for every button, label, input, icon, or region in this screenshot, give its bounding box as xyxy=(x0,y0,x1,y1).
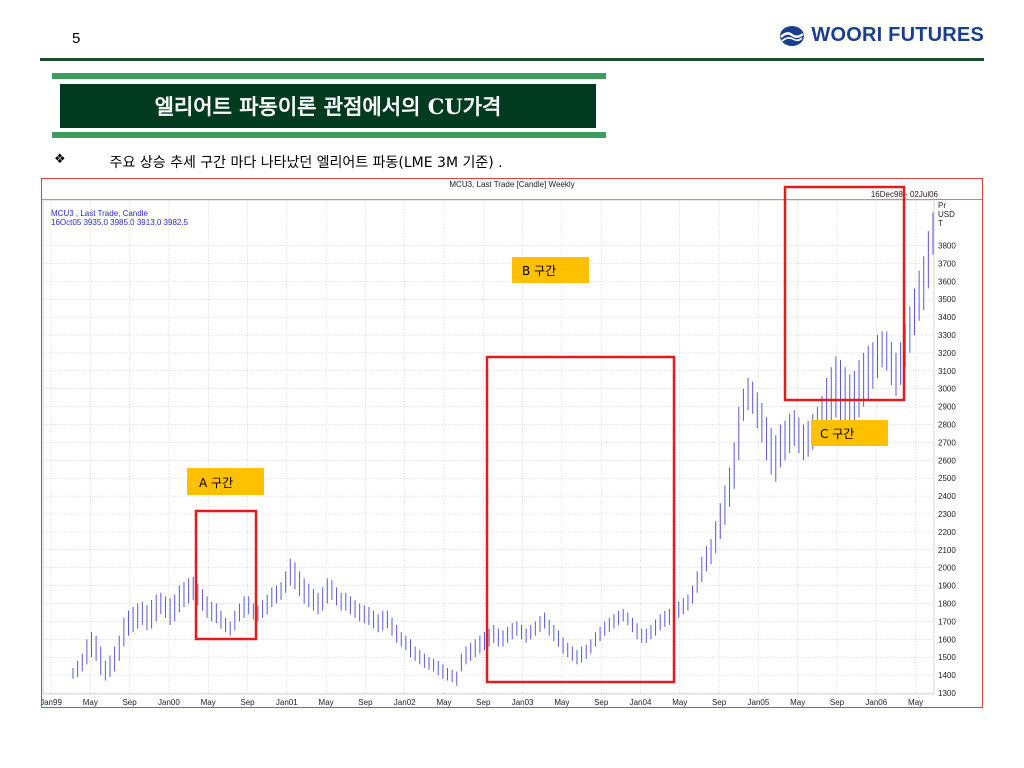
y-tick-label: 2200 xyxy=(938,528,956,537)
x-tick-label: Sep xyxy=(122,698,137,707)
highlight-box-b xyxy=(485,355,676,684)
y-tick-label: 3000 xyxy=(938,385,956,394)
y-unit-t: T xyxy=(938,219,943,228)
x-tick-label: May xyxy=(319,698,334,707)
title-band-top xyxy=(52,73,606,79)
series-legend-values: 16Oct05 3935.0 3985.0 3913.0 3982.5 xyxy=(51,218,189,227)
y-tick-label: 3700 xyxy=(938,259,956,268)
y-tick-label: 2300 xyxy=(938,510,956,519)
highlight-box-a xyxy=(194,509,258,641)
page-number: 5 xyxy=(72,30,81,47)
x-tick-label: Jan00 xyxy=(158,698,180,707)
x-tick-label: Jan99 xyxy=(41,698,62,707)
x-tick-label: Sep xyxy=(712,698,727,707)
y-tick-label: 3300 xyxy=(938,331,956,340)
x-tick-label: Jan01 xyxy=(276,698,298,707)
x-tick-label: May xyxy=(201,698,216,707)
highlight-box-c xyxy=(783,185,906,402)
x-tick-label: May xyxy=(554,698,569,707)
x-tick-label: Jan03 xyxy=(512,698,534,707)
y-tick-label: 1700 xyxy=(938,617,956,626)
y-tick-label: 2700 xyxy=(938,438,956,447)
y-tick-label: 2900 xyxy=(938,403,956,412)
chart-title: MCU3, Last Trade [Candle] Weekly xyxy=(449,180,574,189)
x-tick-label: May xyxy=(790,698,805,707)
y-tick-label: 2600 xyxy=(938,456,956,465)
bullet-line: ❖ 주요 상승 추세 구간 마다 나타났던 엘리어트 파동(LME 3M 기준)… xyxy=(54,152,503,172)
x-tick-label: May xyxy=(83,698,98,707)
y-tick-label: 1400 xyxy=(938,671,956,680)
title-band-bottom xyxy=(52,132,606,138)
label-a: A 구간 xyxy=(199,476,233,490)
y-tick-label: 1600 xyxy=(938,635,956,644)
diamond-bullet-icon: ❖ xyxy=(54,152,66,167)
x-tick-label: Sep xyxy=(240,698,255,707)
label-c-bg xyxy=(811,420,888,446)
y-tick-label: 2400 xyxy=(938,492,956,501)
y-tick-label: 3400 xyxy=(938,313,956,322)
slide-title: 엘리어트 파동이론 관점에서의 CU가격 xyxy=(60,84,596,128)
y-tick-label: 1300 xyxy=(938,689,956,698)
label-b: B 구간 xyxy=(522,264,556,278)
x-tick-label: Sep xyxy=(830,698,845,707)
x-tick-label: Sep xyxy=(594,698,609,707)
x-tick-label: May xyxy=(908,698,923,707)
x-tick-label: May xyxy=(672,698,687,707)
y-unit-usd: USD xyxy=(938,210,955,219)
y-tick-label: 2800 xyxy=(938,421,956,430)
logo-wave-icon xyxy=(780,25,805,46)
price-chart: 1300 1400 1500 1600 1700 1800 1900 2000 2100 2200… xyxy=(41,178,983,708)
y-tick-label: 1800 xyxy=(938,600,956,609)
logo-text: WOORI FUTURES xyxy=(811,24,984,46)
label-c: C 구간 xyxy=(820,427,854,441)
y-tick-label: 3500 xyxy=(938,295,956,304)
plot-area xyxy=(42,199,935,695)
y-axis-ticks: 1300 1400 1500 1600 1700 1800 1900 2000 2100 2200… xyxy=(938,242,956,699)
x-tick-label: Sep xyxy=(358,698,373,707)
y-tick-label: 3600 xyxy=(938,277,956,286)
bullet-text: 주요 상승 추세 구간 마다 나타났던 엘리어트 파동(LME 3M 기준) . xyxy=(109,155,503,171)
x-tick-label: Sep xyxy=(476,698,491,707)
y-tick-label: 2500 xyxy=(938,474,956,483)
y-unit-pr: Pr xyxy=(938,201,946,210)
y-tick-label: 1500 xyxy=(938,653,956,662)
y-tick-label: 2000 xyxy=(938,564,956,573)
x-tick-label: Jan02 xyxy=(394,698,416,707)
label-a-bg xyxy=(187,468,264,495)
label-b-bg xyxy=(512,257,589,283)
header-rule xyxy=(40,58,984,61)
y-tick-label: 2100 xyxy=(938,546,956,555)
y-tick-label: 1900 xyxy=(938,582,956,591)
x-tick-label: May xyxy=(436,698,451,707)
x-tick-label: Jan04 xyxy=(630,698,652,707)
company-logo: WOORI FUTURES xyxy=(779,24,984,47)
y-tick-label: 3800 xyxy=(938,242,956,251)
series-legend-name: MCU3 , Last Trade, Candle xyxy=(51,209,148,218)
x-tick-label: Jan06 xyxy=(865,698,887,707)
x-axis-ticks: Jan99 May Sep Jan00 May Sep Jan01 May Sep Jan02 Ma… xyxy=(41,698,923,707)
y-tick-label: 3200 xyxy=(938,349,956,358)
candle-series xyxy=(72,212,934,686)
y-tick-label: 3100 xyxy=(938,367,956,376)
x-tick-label: Jan05 xyxy=(748,698,770,707)
slide-title-text: 엘리어트 파동이론 관점에서의 CU가격 xyxy=(154,94,502,119)
